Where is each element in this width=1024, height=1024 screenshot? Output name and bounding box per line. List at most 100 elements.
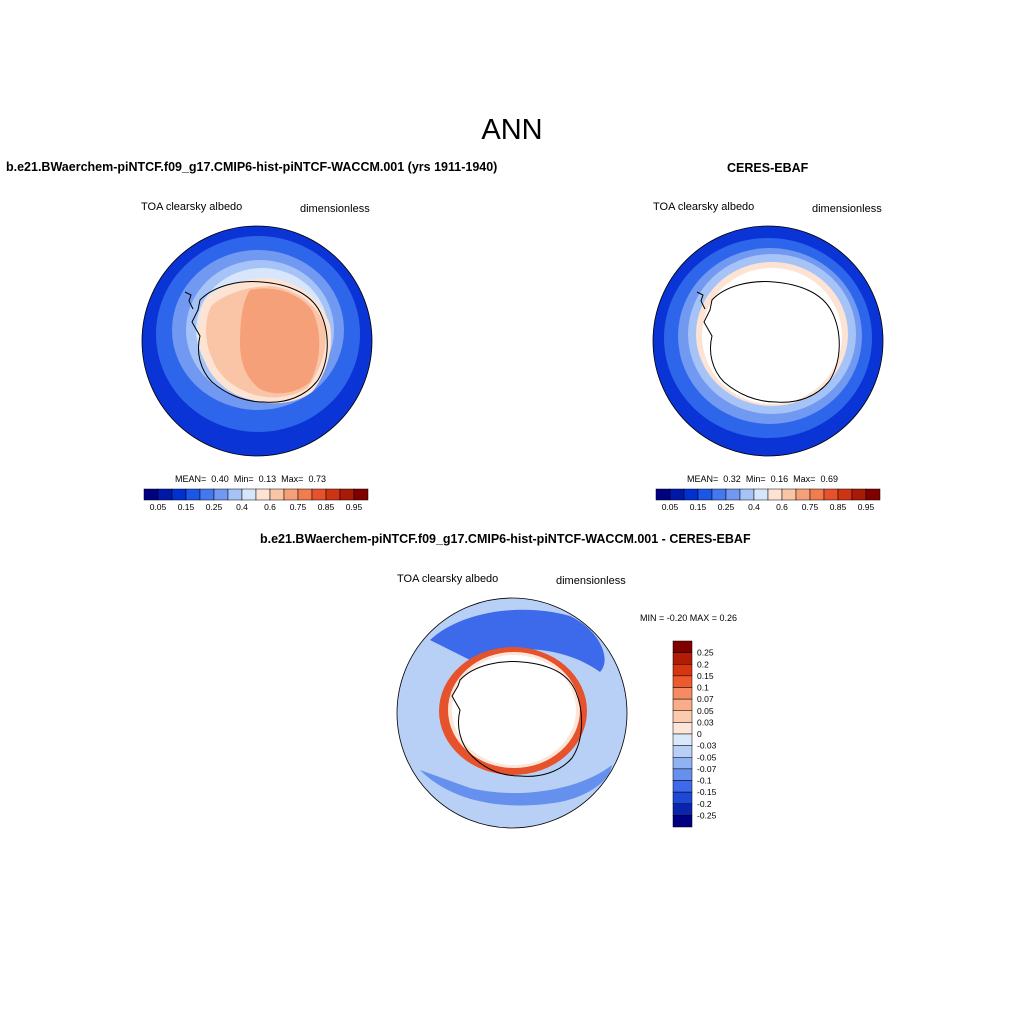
panel1-colorbar-swatch [297,488,313,501]
panel2-colorbar-swatch [725,488,741,501]
panel2-colorbar-swatch [837,488,853,501]
panel3-colorbar-tick-label: -0.2 [697,799,712,809]
panel3-map-border [396,597,628,829]
panel3-stats: MIN = -0.20 MAX = 0.26 [640,613,738,623]
panel1-case-title: b.e21.BWaerchem-piNTCF.f09_g17.CMIP6-his… [6,160,498,174]
panel3-colorbar-tick-label: -0.03 [697,741,717,751]
panel1-stats: MEAN= 0.40 Min= 0.13 Max= 0.73 [175,474,326,484]
panel1-map [142,226,372,456]
panel2-colorbar-tick-label: 0.05 [662,502,679,512]
panel1-colorbar-tick-label: 0.15 [178,502,195,512]
panel3-colorbar: 0.250.2 0.15 0.10.07 0.050.03 0 -0.03-0.05 -0.… [672,640,717,828]
panel3-colorbar-tick-label: -0.05 [697,752,717,762]
panel2-map-border [652,225,884,457]
panel1-variable-label: TOA clearsky albedo [141,201,243,213]
panel3-colorbar-swatch [672,803,693,816]
panel1-colorbar-swatch [269,488,285,501]
panel3-colorbar-tick-label: 0.07 [697,694,714,704]
panel1-colorbar-swatch [311,488,327,501]
panel1-colorbar: 0.05 0.15 0.25 0.4 0.6 0.75 0.85 0.95 [143,488,369,512]
panel1-colorbar-swatch [157,488,173,501]
panel3-colorbar-swatch [672,745,693,758]
panel3-colorbar-swatch [672,687,693,700]
panel1-coastline [191,281,328,403]
panel2-colorbar-swatch [767,488,783,501]
panel1-colorbar-tick-label: 0.4 [236,502,248,512]
panel3-colorbar-tick-label: -0.1 [697,776,712,786]
panel2-colorbar-swatch [781,488,797,501]
panel3-colorbar-swatch [672,733,693,746]
panel1-colorbar-swatch [255,488,271,501]
panel1-colorbar-swatch [241,488,257,501]
panel2-max-value: 0.69 [820,474,838,484]
panel2-colorbar: 0.05 0.15 0.25 0.4 0.6 0.75 0.85 0.95 [655,488,881,512]
panel1-colorbar-swatch [283,488,299,501]
panel1-colorbar-tick-label: 0.85 [318,502,335,512]
panel3-colorbar-swatch [672,815,693,828]
panel3-colorbar-tick-label: 0.15 [697,671,714,681]
panel1-colorbar-swatch [339,488,355,501]
panel3-colorbar-swatch [672,652,693,665]
panel3-colorbar-swatch [672,640,693,653]
panel1-mean-label: MEAN= [175,474,207,484]
panel2-colorbar-swatch [697,488,713,501]
panel2-colorbar-swatch [865,488,881,501]
panel3-blue-patch-south [420,765,612,806]
panel2-colorbar-swatch [809,488,825,501]
panel1-units-label: dimensionless [300,203,370,215]
panel3-colorbar-swatch [672,675,693,688]
panel2-map [653,226,883,456]
panel2-colorbar-swatch [683,488,699,501]
panel3-colorbar-tick-label: 0.2 [697,659,709,669]
panel2-colorbar-tick-label: 0.95 [858,502,875,512]
panel1-colorbar-swatch [199,488,215,501]
panel2-colorbar-swatch [753,488,769,501]
panel1-min-label: Min= [233,474,254,484]
panel1-mean-value: 0.40 [211,474,229,484]
panel1-colorbar-swatch [227,488,243,501]
panel2-colorbar-swatch [655,488,671,501]
panel1-max-label: Max= [281,474,304,484]
panel2-colorbar-swatch [823,488,839,501]
panel1-colorbar-tick-label: 0.6 [264,502,276,512]
panel3-colorbar-swatch [672,757,693,770]
panel3-colorbar-tick-label: 0.05 [697,706,714,716]
panel3-blue-patch-north [430,609,605,672]
panel2-colorbar-swatch [669,488,685,501]
panel2-min-label: Min= [745,474,766,484]
panel2-variable-label: TOA clearsky albedo [653,201,755,213]
panel3-variable-label: TOA clearsky albedo [397,573,499,585]
panel2-colorbar-swatch [851,488,867,501]
panel3-colorbar-tick-label: 0 [697,729,702,739]
panel2-units-label: dimensionless [812,203,882,215]
panel2-colorbar-tick-label: 0.25 [718,502,735,512]
panel3-case-title: b.e21.BWaerchem-piNTCF.f09_g17.CMIP6-his… [260,532,751,546]
panel2-mean-label: MEAN= [687,474,719,484]
panel3-colorbar-tick-label: -0.07 [697,764,717,774]
panel1-colorbar-tick-label: 0.95 [346,502,363,512]
panel3-colorbar-swatch [672,710,693,723]
panel3-colorbar-tick-label: 0.03 [697,717,714,727]
panel2-stats: MEAN= 0.32 Min= 0.16 Max= 0.69 [687,474,838,484]
panel3-colorbar-swatch [672,698,693,711]
panel3-colorbar-tick-label: 0.1 [697,683,709,693]
panel2-min-value: 0.16 [770,474,789,484]
panel3-colorbar-tick-label: -0.15 [697,787,717,797]
panel1-peninsula-line [184,291,194,310]
panel1-plateau [240,288,320,394]
panel2-colorbar-tick-label: 0.15 [690,502,707,512]
panel3-map [397,598,627,828]
panel2-colorbar-swatch [711,488,727,501]
panel2-peninsula-line [696,291,706,310]
panel1-colorbar-tick-label: 0.05 [150,502,167,512]
panel3-colorbar-swatch [672,768,693,781]
panel2-coastline [703,281,840,403]
panel1-colorbar-swatch [171,488,187,501]
panel3-colorbar-tick-label: 0.25 [697,648,714,658]
panel2-colorbar-tick-label: 0.85 [830,502,847,512]
panel1-colorbar-tick-label: 0.75 [290,502,307,512]
panel1-colorbar-tick-label: 0.25 [206,502,223,512]
panel2-colorbar-tick-label: 0.75 [802,502,819,512]
panel2-colorbar-tick-label: 0.6 [776,502,788,512]
